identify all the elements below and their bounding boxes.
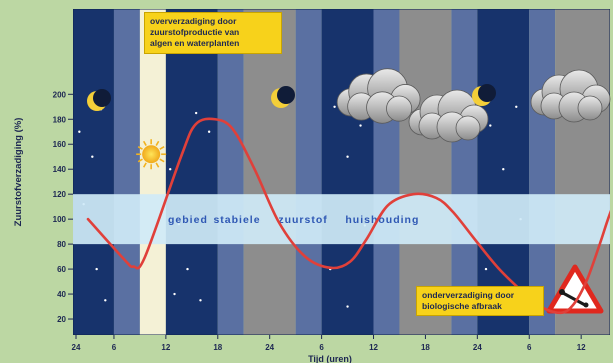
annotation-line: biologische afbraak (422, 301, 502, 311)
x-tick-label: 12 (161, 343, 170, 352)
x-tick-label: 12 (577, 343, 586, 352)
x-tick-label: 18 (213, 343, 222, 352)
cloud-icon (530, 69, 611, 123)
x-tick-label: 6 (112, 343, 117, 352)
star-icon (515, 105, 518, 108)
star-icon (194, 111, 198, 115)
star-icon (484, 267, 488, 271)
star-icon (346, 305, 349, 308)
x-axis-title: Tijd (uren) (308, 354, 352, 363)
y-tick-label: 120 (53, 190, 67, 199)
shading-strip-twilight (529, 9, 556, 335)
shading-strip-day-cloudy (399, 9, 452, 335)
band-label-word: zuurstof (278, 214, 327, 226)
x-tick-label: 18 (421, 343, 430, 352)
y-tick-label: 140 (53, 165, 67, 174)
y-tick-label: 20 (57, 315, 66, 324)
moon-icon (87, 89, 111, 111)
star-icon (502, 168, 505, 171)
star-icon (186, 267, 189, 271)
y-tick-label: 100 (53, 215, 67, 224)
star-icon (489, 124, 492, 127)
x-tick-label: 24 (265, 343, 274, 352)
moon-icon (472, 84, 496, 106)
x-tick-label: 12 (369, 343, 378, 352)
shading-strip-day-cloudy (243, 9, 296, 335)
annotation-line: oververzadiging door (150, 16, 237, 26)
shading-strip-twilight (373, 9, 400, 335)
band-label-word: stabiele (213, 214, 260, 226)
annotation-line: algen en waterplanten (150, 38, 240, 48)
y-axis-title: Zuurstofverzadiging (%) (13, 118, 24, 227)
star-icon (78, 130, 81, 133)
shading-strip-day (139, 9, 166, 335)
cloud-icon (336, 68, 421, 124)
band-label-word: huishouding (345, 214, 419, 226)
star-icon (207, 130, 211, 133)
shading-strip-twilight (113, 9, 140, 335)
star-icon (333, 105, 336, 108)
moon-icon (271, 86, 295, 108)
star-icon (95, 267, 98, 271)
star-icon (173, 292, 176, 296)
x-tick-label: 24 (473, 343, 482, 352)
star-icon (199, 299, 202, 302)
shading-strip-night (73, 9, 114, 335)
y-tick-label: 80 (57, 240, 66, 249)
undersaturation-annotation: onderverzadiging door biologische afbraa… (416, 286, 544, 316)
band-label-word: gebied (168, 214, 208, 226)
warning-triangle-icon (546, 264, 604, 314)
y-tick-label: 200 (53, 90, 67, 99)
x-tick-label: 6 (527, 343, 532, 352)
shading-strip-night (477, 9, 530, 335)
stable-band (73, 194, 610, 245)
cloud-icon (408, 89, 489, 143)
y-tick-label: 40 (57, 290, 66, 299)
star-icon (168, 168, 172, 171)
shading-strip-night (165, 9, 218, 335)
y-tick-label: 180 (53, 115, 67, 124)
y-tick-label: 60 (57, 265, 66, 274)
oversaturation-annotation: oververzadiging door zuurstofproductie v… (144, 12, 282, 54)
shading-strip-twilight (217, 9, 244, 335)
y-tick-label: 160 (53, 140, 67, 149)
oxygen-curve-line (86, 117, 610, 315)
x-tick-label: 6 (319, 343, 324, 352)
annotation-line: onderverzadiging door (422, 290, 515, 300)
star-icon (91, 155, 94, 158)
shading-strip-twilight (295, 9, 322, 335)
star-icon (346, 155, 349, 158)
x-tick-label: 24 (72, 343, 81, 352)
sun-icon (136, 139, 167, 170)
shading-strip-night (321, 9, 374, 335)
star-icon (359, 124, 362, 127)
shading-strip-twilight (451, 9, 478, 335)
star-icon (104, 299, 107, 302)
annotation-line: zuurstofproductie van (150, 27, 240, 37)
